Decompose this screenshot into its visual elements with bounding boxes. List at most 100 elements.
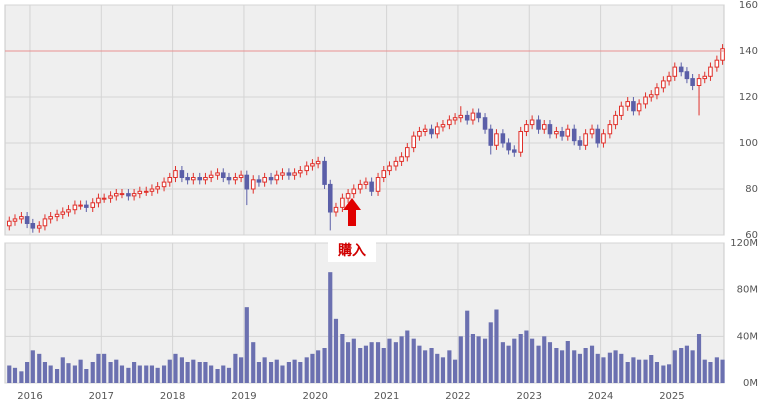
x-tick-label: 2024 [588,391,613,402]
candle-body [601,133,606,144]
candle-body [720,48,725,61]
volume-bar [560,350,565,383]
volume-bar [399,336,404,383]
volume-bar [565,341,570,383]
candle-body [42,218,48,227]
volume-bar [619,353,624,383]
candle-body [554,131,559,135]
candle-body [684,71,690,80]
volume-bar [96,353,101,383]
candle-body [48,216,53,220]
volume-bar [696,334,702,383]
volume-bar [684,345,689,383]
candle-body [714,59,720,68]
candle-body [185,177,190,181]
annotation-box [328,238,376,262]
candle-body [470,112,476,121]
volume-bar [536,345,541,383]
candle-body [547,124,553,135]
volume-bar [524,330,529,383]
volume-bar [274,359,279,383]
volume-bar [66,363,71,383]
volume-bar [333,318,339,383]
volume-bar [60,357,65,383]
x-tick-label: 2016 [17,391,42,402]
volume-bar [119,365,125,383]
candle-body [161,181,167,188]
candle-body [101,197,107,200]
y-tick-label: 100 [739,138,758,149]
candle-body [298,170,303,174]
candle-body [96,197,101,204]
candle-body [661,80,666,89]
candle-body [518,131,523,153]
candle-body [179,170,185,179]
volume-bar [7,365,12,383]
candle-body [422,128,428,132]
volume-bar [48,365,53,383]
volume-bar [78,359,83,383]
y-tick-label: 160 [739,0,758,11]
volume-bar [542,336,547,383]
volume-bar [167,359,172,383]
candle-body [340,197,345,208]
volume-bar [512,338,517,383]
volume-bar [226,367,232,383]
volume-bar [280,365,285,383]
candle-body [571,128,577,142]
candle-body [452,117,458,121]
volume-bar [643,359,648,383]
candle-body [476,112,481,119]
candle-body [137,190,143,195]
annotation-text: 購入 [337,242,366,259]
y-tick-label: 140 [739,46,758,57]
candle-body [488,128,494,146]
candle-body [524,124,529,132]
volume-bar [411,338,416,383]
volume-bar [268,362,274,383]
candle-body [666,75,672,82]
volume-bar [84,369,89,383]
candle-body [357,183,363,190]
volume-bar [90,362,95,383]
candle-body [643,96,648,105]
candle-body [84,204,89,208]
candle-body [369,181,374,192]
candle-body [126,193,131,197]
candle-body [322,160,327,185]
volume-bar [191,359,196,383]
volume-bar [149,365,155,383]
candle-body [208,174,214,178]
candle-body [577,140,583,146]
y-tick-label: 80 [745,184,758,195]
volume-bar [328,272,333,383]
volume-bar [363,345,369,383]
volume-bar [286,362,291,383]
candle-body [351,188,357,195]
annotation-arrow [343,198,361,226]
volume-bar [554,348,559,383]
volume-tick-label: 0M [743,378,758,389]
volume-bar [702,359,707,383]
candle-body [131,193,137,197]
candle-body [381,170,387,179]
candle-body [197,177,203,181]
candle-body [286,172,292,176]
volume-bar [244,307,249,383]
volume-bar [72,365,77,383]
x-tick-label: 2023 [517,391,542,402]
candle-body [250,179,256,190]
candle-body [607,124,613,135]
candle-body [494,133,499,146]
candle-body [310,163,315,167]
volume-bar [429,348,434,383]
candle-body [54,213,60,218]
candle-body [595,128,601,144]
volume-bar [577,353,582,383]
candle-body [292,172,297,176]
volume-bar [19,371,24,383]
candle-body [482,117,488,130]
candle-body [529,119,535,126]
volume-bar [251,342,256,383]
